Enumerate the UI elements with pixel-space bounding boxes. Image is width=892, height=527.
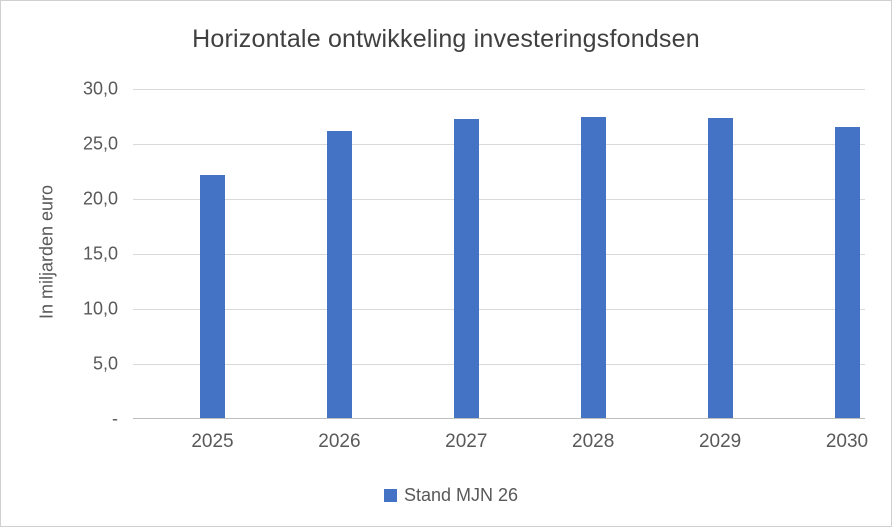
y-tick-label: 5,0 — [92, 353, 118, 374]
plot-area — [133, 89, 865, 419]
y-tick-label: - — [112, 408, 118, 429]
x-axis-label: 2028 — [572, 431, 615, 452]
bar-2028 — [580, 116, 606, 418]
y-tick-label: 25,0 — [82, 133, 118, 154]
x-axis-label: 2030 — [825, 431, 869, 452]
y-axis-ticks: - 5,0 10,0 15,0 20,0 25,0 30,0 — [1, 79, 118, 429]
gridline — [133, 309, 865, 310]
gridline — [133, 364, 865, 365]
y-tick-label: 10,0 — [82, 298, 118, 319]
bar-2027 — [453, 118, 479, 418]
x-axis-label: 2029 — [698, 431, 742, 452]
gridline — [133, 199, 865, 200]
x-axis-label: 2026 — [318, 431, 361, 452]
bar-2029 — [707, 117, 733, 418]
bar-2026 — [326, 130, 352, 418]
x-axis-label: 2027 — [445, 431, 488, 452]
bar-2030 — [834, 126, 860, 418]
y-tick-label: 30,0 — [82, 78, 118, 99]
gridline — [133, 254, 865, 255]
gridline — [133, 144, 865, 145]
y-tick-label: 20,0 — [82, 188, 118, 209]
x-axis-labels: 2025 2026 2027 2028 2029 2030 — [133, 431, 868, 455]
y-tick-label: 15,0 — [82, 243, 118, 264]
x-axis-label: 2025 — [191, 431, 234, 452]
legend-swatch-icon — [384, 489, 397, 502]
legend-label: Stand MJN 26 — [404, 485, 519, 505]
legend: Stand MJN 26 — [384, 485, 518, 506]
chart-title: Horizontale ontwikkeling investeringsfon… — [192, 25, 700, 53]
gridline — [133, 89, 865, 90]
bar-2025 — [200, 174, 225, 418]
